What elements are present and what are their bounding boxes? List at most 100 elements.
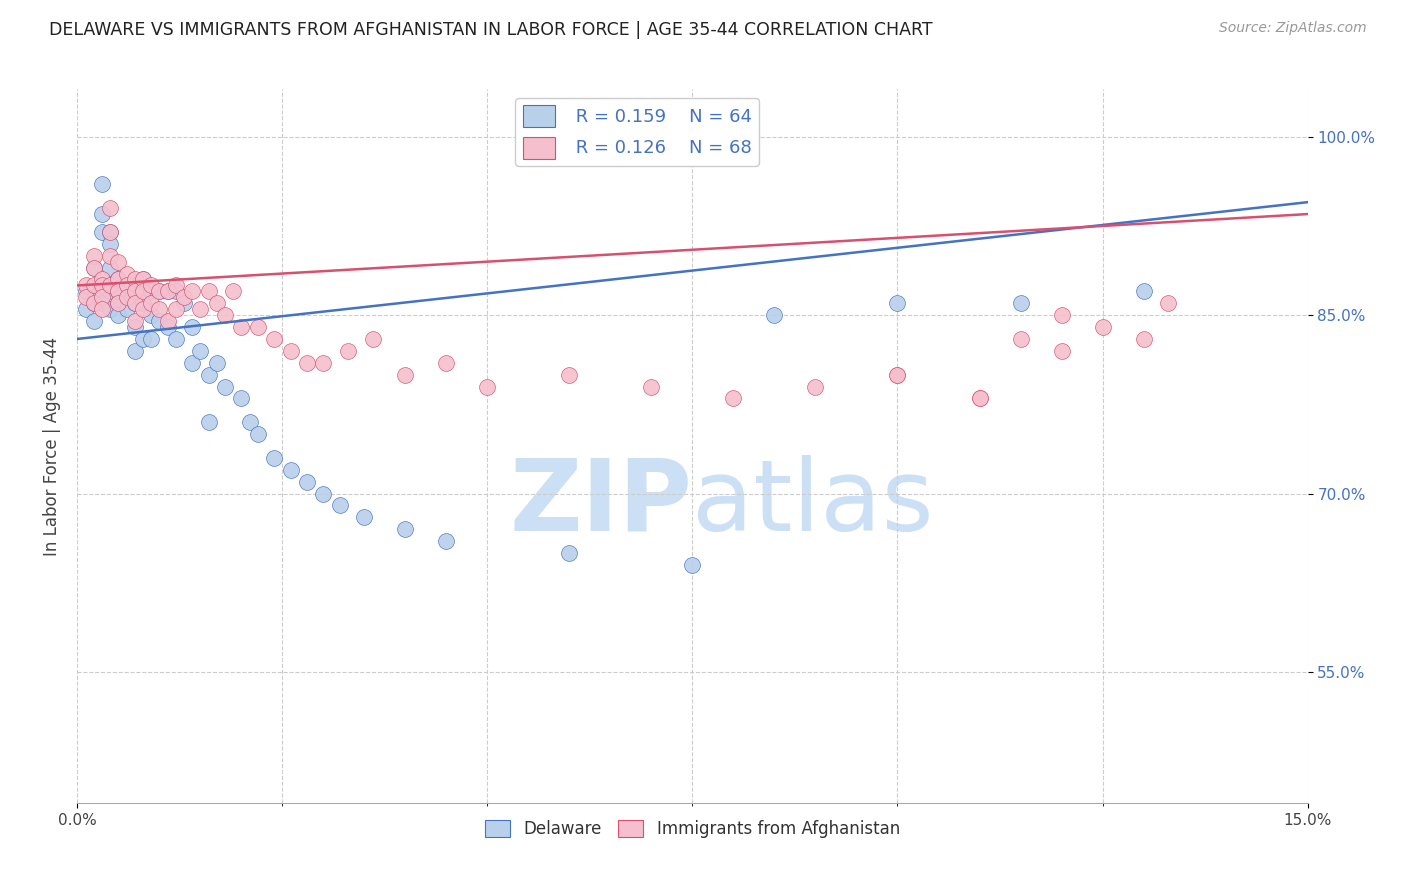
Point	[214, 379, 236, 393]
Point	[115, 290, 138, 304]
Point	[98, 236, 121, 251]
Point	[156, 285, 179, 299]
Point	[107, 272, 129, 286]
Point	[90, 278, 114, 293]
Point	[156, 285, 179, 299]
Point	[231, 392, 253, 406]
Point	[98, 260, 121, 275]
Point	[280, 343, 302, 358]
Point	[1010, 332, 1032, 346]
Text: DELAWARE VS IMMIGRANTS FROM AFGHANISTAN IN LABOR FORCE | AGE 35-44 CORRELATION C: DELAWARE VS IMMIGRANTS FROM AFGHANISTAN …	[49, 21, 932, 39]
Point	[295, 356, 318, 370]
Point	[156, 320, 179, 334]
Point	[75, 278, 97, 293]
Point	[222, 285, 245, 299]
Point	[181, 320, 204, 334]
Point	[75, 302, 97, 317]
Point	[353, 510, 375, 524]
Point	[173, 296, 195, 310]
Point	[156, 314, 179, 328]
Point	[124, 296, 146, 310]
Point	[98, 225, 121, 239]
Point	[90, 302, 114, 317]
Point	[148, 285, 170, 299]
Point	[246, 320, 269, 334]
Point	[90, 285, 114, 299]
Point	[969, 392, 991, 406]
Point	[107, 296, 129, 310]
Point	[1050, 308, 1073, 322]
Point	[263, 450, 285, 465]
Point	[115, 290, 138, 304]
Point	[124, 272, 146, 286]
Point	[90, 290, 114, 304]
Point	[98, 225, 121, 239]
Point	[75, 285, 97, 299]
Text: ZIP: ZIP	[509, 455, 693, 551]
Point	[197, 415, 219, 429]
Point	[886, 296, 908, 310]
Text: Source: ZipAtlas.com: Source: ZipAtlas.com	[1219, 21, 1367, 36]
Point	[1132, 332, 1154, 346]
Legend: Delaware, Immigrants from Afghanistan: Delaware, Immigrants from Afghanistan	[478, 813, 907, 845]
Point	[90, 272, 114, 286]
Point	[90, 225, 114, 239]
Point	[115, 302, 138, 317]
Point	[312, 486, 335, 500]
Point	[181, 285, 204, 299]
Point	[886, 368, 908, 382]
Point	[197, 285, 219, 299]
Point	[107, 254, 129, 268]
Point	[886, 368, 908, 382]
Point	[188, 302, 212, 317]
Point	[337, 343, 360, 358]
Point	[75, 290, 97, 304]
Point	[312, 356, 335, 370]
Point	[361, 332, 384, 346]
Point	[115, 267, 138, 281]
Point	[231, 320, 253, 334]
Point	[558, 546, 581, 560]
Point	[141, 278, 163, 293]
Point	[124, 296, 146, 310]
Point	[107, 308, 129, 322]
Text: atlas: atlas	[693, 455, 934, 551]
Point	[124, 343, 146, 358]
Point	[148, 314, 170, 328]
Point	[804, 379, 827, 393]
Point	[107, 272, 129, 286]
Point	[640, 379, 662, 393]
Point	[1050, 343, 1073, 358]
Point	[682, 558, 704, 572]
Point	[107, 296, 129, 310]
Point	[90, 207, 114, 221]
Point	[205, 356, 228, 370]
Point	[83, 296, 105, 310]
Point	[1132, 285, 1154, 299]
Point	[98, 201, 121, 215]
Point	[141, 285, 163, 299]
Point	[165, 332, 187, 346]
Point	[173, 290, 195, 304]
Point	[1157, 296, 1180, 310]
Point	[969, 392, 991, 406]
Point	[124, 285, 146, 299]
Point	[107, 285, 129, 299]
Point	[280, 463, 302, 477]
Point	[1091, 320, 1114, 334]
Point	[83, 278, 105, 293]
Point	[329, 499, 352, 513]
Point	[148, 302, 170, 317]
Point	[132, 332, 155, 346]
Point	[148, 285, 170, 299]
Point	[98, 278, 121, 293]
Point	[141, 296, 163, 310]
Point	[188, 343, 212, 358]
Point	[132, 296, 155, 310]
Point	[132, 302, 155, 317]
Point	[124, 320, 146, 334]
Point	[394, 522, 416, 536]
Point	[239, 415, 262, 429]
Point	[115, 278, 138, 293]
Point	[181, 356, 204, 370]
